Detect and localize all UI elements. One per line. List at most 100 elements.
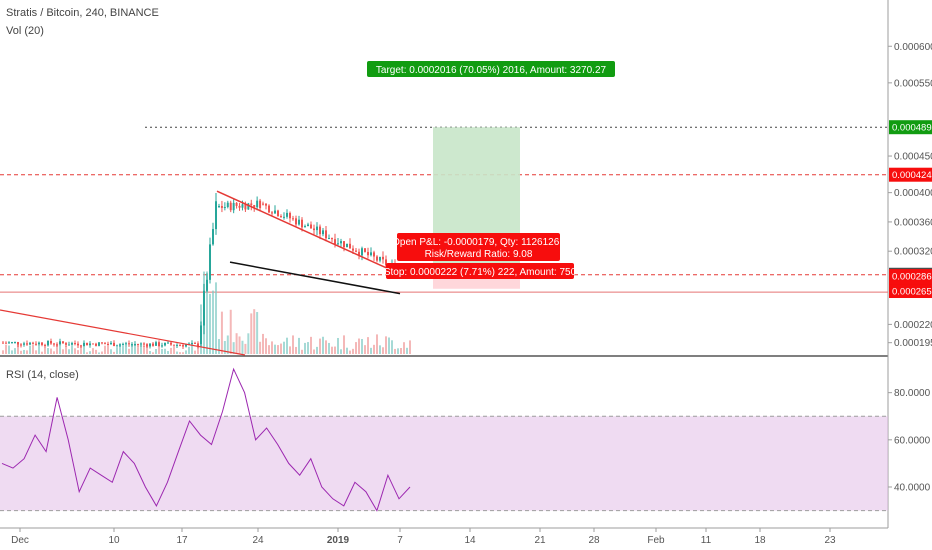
price-label-box-3	[889, 269, 932, 284]
rsi-legend: RSI (14, close)	[6, 369, 79, 381]
volume-bar	[89, 351, 91, 354]
candle-body	[349, 243, 351, 249]
candle-body	[376, 256, 378, 261]
time-tick-label-10: 11	[701, 535, 712, 546]
rsi-line	[1, 367, 411, 512]
symbol-legend: Stratis / Bitcoin, 240, BINANCE	[6, 7, 159, 19]
candle-body	[89, 343, 91, 346]
candle-body	[307, 224, 309, 227]
volume-bar	[259, 341, 262, 354]
volume-bar	[38, 346, 40, 354]
candle-body	[295, 218, 297, 225]
volume-bar	[212, 290, 214, 354]
candle-body	[2, 342, 4, 344]
volume-bar	[376, 334, 378, 354]
volume-bar	[62, 349, 64, 354]
volume-bar	[391, 340, 393, 354]
volume-bar	[322, 336, 324, 354]
candle-body	[274, 210, 276, 214]
candle-body	[83, 342, 85, 346]
rsi-tick-label-2: 40.0000	[894, 482, 931, 493]
candle-body	[32, 342, 34, 344]
volume-bar	[77, 350, 79, 354]
volume-bar	[223, 340, 226, 354]
candle-body	[256, 200, 259, 208]
volume-bar	[394, 348, 396, 354]
volume-bar	[229, 309, 232, 354]
candle-body	[80, 345, 82, 347]
volume-bar	[194, 350, 196, 354]
candle-body	[286, 212, 288, 217]
volume-bar	[337, 337, 339, 354]
volume-bar	[113, 351, 115, 354]
volume-bar	[119, 344, 121, 354]
price-tick-label-4: 0.0003600	[894, 217, 932, 228]
candle-body	[331, 238, 333, 240]
volume-bar	[32, 344, 34, 354]
candle-body	[29, 342, 31, 345]
volume-bar	[388, 337, 390, 354]
volume-bar	[161, 348, 163, 354]
price-label-0: 0.0004894	[892, 123, 932, 134]
candle-body	[203, 290, 205, 326]
volume-bar	[232, 342, 235, 354]
candle-body	[71, 343, 73, 345]
volume-bar	[197, 343, 199, 354]
candle-body	[262, 203, 264, 205]
volume-bar	[215, 282, 217, 354]
candle-body	[14, 342, 16, 344]
candle-body	[346, 243, 348, 248]
volume-bar	[5, 344, 7, 354]
price-tick-label-2: 0.0004500	[894, 152, 932, 163]
candle-body	[20, 344, 22, 346]
volume-bar	[289, 346, 291, 354]
volume-bar	[134, 345, 136, 354]
candle-body	[223, 207, 226, 209]
volume-bar	[173, 345, 175, 354]
volume-bar	[23, 349, 25, 354]
volume-bar	[29, 345, 31, 354]
volume-bar	[238, 336, 241, 354]
volume-bar	[92, 348, 94, 354]
candle-body	[283, 216, 285, 218]
volume-bar	[277, 345, 279, 354]
volume-bar	[50, 348, 52, 354]
candle-body	[143, 343, 145, 345]
candle-body	[328, 238, 330, 240]
volume-bar	[20, 350, 22, 354]
time-tick-label-0: Dec	[11, 535, 29, 546]
candle-body	[316, 226, 318, 231]
volume-bar	[146, 343, 148, 354]
time-tick-label-6: 14	[464, 535, 476, 546]
volume-bar	[247, 333, 250, 354]
candle-body	[343, 241, 345, 248]
volume-bar	[95, 349, 97, 354]
volume-bar	[149, 350, 151, 354]
volume-bar	[167, 351, 169, 354]
target-tag-box	[367, 61, 615, 77]
candle-body	[268, 205, 270, 213]
candle-body	[232, 202, 235, 211]
candle-body	[238, 205, 241, 208]
volume-bar	[241, 340, 244, 354]
candle-body	[200, 325, 202, 345]
volume-bar	[385, 336, 387, 354]
candle-body	[271, 212, 273, 214]
volume-bar	[349, 350, 351, 354]
volume-bar	[298, 337, 300, 354]
volume-bar	[370, 347, 372, 354]
volume-bar	[86, 352, 88, 354]
volume-bar	[128, 348, 130, 354]
volume-bar	[11, 350, 13, 354]
volume-bar	[355, 342, 357, 354]
candle-body	[206, 279, 208, 291]
candle-body	[8, 342, 10, 344]
candle-body	[161, 345, 163, 347]
volume-bar	[331, 346, 333, 354]
candle-body	[250, 203, 253, 205]
candle-body	[385, 259, 387, 266]
candle-body	[47, 341, 49, 346]
